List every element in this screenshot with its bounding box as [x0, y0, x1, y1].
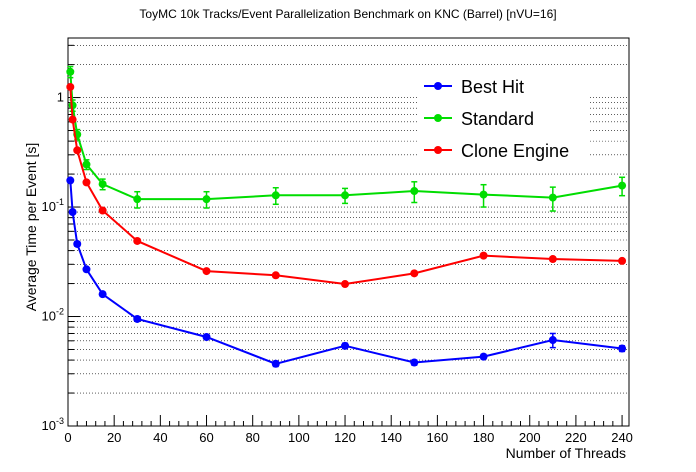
- chart-title: ToyMC 10k Tracks/Event Parallelization B…: [139, 7, 556, 21]
- data-point: [479, 352, 488, 361]
- data-point: [82, 265, 91, 274]
- data-point: [410, 358, 419, 367]
- legend-marker: [434, 114, 442, 122]
- legend: Best Hit Standard Clone Engine: [418, 68, 590, 166]
- data-point: [82, 160, 91, 169]
- data-point: [98, 180, 107, 189]
- data-point: [68, 115, 77, 124]
- data-point: [133, 195, 142, 204]
- x-tick-label: 60: [199, 430, 213, 445]
- data-point: [73, 239, 82, 248]
- legend-label: Best Hit: [461, 77, 524, 97]
- x-tick-label: 180: [473, 430, 495, 445]
- data-point: [548, 193, 557, 202]
- data-point: [341, 280, 350, 289]
- series-layer: [66, 65, 627, 368]
- data-point: [66, 82, 75, 91]
- x-tick-label: 140: [380, 430, 402, 445]
- x-tick-label: 160: [427, 430, 449, 445]
- data-point: [271, 191, 280, 200]
- data-point: [82, 178, 91, 187]
- x-tick-label: 20: [107, 430, 121, 445]
- grid-layer: [68, 45, 629, 427]
- data-point: [98, 290, 107, 299]
- data-point: [68, 208, 77, 217]
- data-point: [548, 255, 557, 264]
- data-point: [98, 206, 107, 215]
- legend-marker: [434, 146, 442, 154]
- y-tick-label: 10-3: [42, 416, 64, 433]
- data-point: [618, 181, 627, 190]
- y-tick-label: 10-2: [42, 307, 64, 324]
- data-point: [479, 190, 488, 199]
- data-point: [618, 256, 627, 265]
- y-tick-label: 10-1: [42, 197, 64, 214]
- data-point: [548, 336, 557, 345]
- x-tick-label: 240: [611, 430, 633, 445]
- data-point: [271, 271, 280, 280]
- x-tick-label: 80: [245, 430, 259, 445]
- legend-label: Clone Engine: [461, 141, 569, 161]
- y-axis-label: Average Time per Event [s]: [23, 143, 39, 312]
- legend-label: Standard: [461, 109, 534, 129]
- data-point: [66, 67, 75, 76]
- x-axis-label: Number of Threads: [506, 445, 626, 461]
- data-point: [410, 187, 419, 196]
- data-point: [133, 236, 142, 245]
- data-point: [341, 341, 350, 350]
- data-point: [410, 269, 419, 278]
- tick-layer: 10-3 10-2 10-1 1 0 20 40 60 80 100 120 140 160 180 200…: [42, 44, 633, 445]
- x-tick-label: 0: [64, 430, 71, 445]
- plot-frame: [67, 37, 630, 427]
- x-tick-label: 100: [288, 430, 310, 445]
- data-point: [133, 314, 142, 323]
- x-tick-label: 220: [565, 430, 587, 445]
- data-point: [618, 344, 627, 353]
- data-point: [202, 267, 211, 276]
- y-tick-label: 1: [57, 90, 64, 105]
- data-point: [341, 191, 350, 200]
- data-point: [66, 176, 75, 185]
- data-point: [202, 333, 211, 342]
- x-tick-label: 120: [334, 430, 356, 445]
- legend-marker: [434, 82, 442, 90]
- x-tick-label: 200: [519, 430, 541, 445]
- data-point: [73, 146, 82, 155]
- data-point: [271, 359, 280, 368]
- data-point: [479, 251, 488, 260]
- x-tick-label: 40: [153, 430, 167, 445]
- data-point: [202, 195, 211, 204]
